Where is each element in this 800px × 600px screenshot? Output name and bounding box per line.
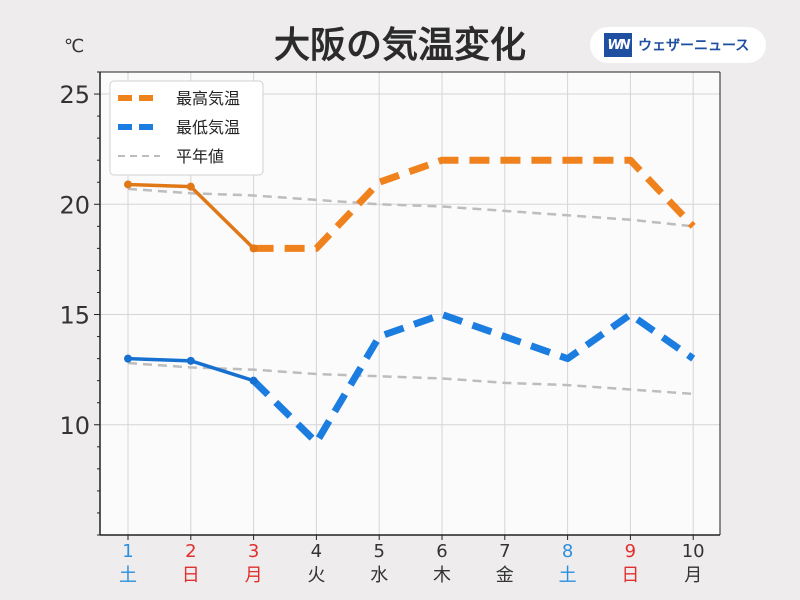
brand-badge: WN ウェザーニュース xyxy=(590,27,766,63)
legend-label: 最低気温 xyxy=(176,118,240,137)
legend-label: 最高気温 xyxy=(176,89,240,108)
normal-line-high xyxy=(127,187,694,228)
x-tick-label-weekday: 土 xyxy=(559,565,577,586)
x-tick-label-weekday: 日 xyxy=(182,565,200,586)
brand-name: ウェザーニュース xyxy=(638,38,750,54)
data-point-high xyxy=(186,182,195,191)
x-tick-label-weekday: 火 xyxy=(307,565,325,586)
series-forecast-line-low xyxy=(251,311,696,446)
x-tick-label-date: 6 xyxy=(436,541,447,562)
x-tick-label-date: 1 xyxy=(122,541,133,562)
x-tick-label-date: 5 xyxy=(373,541,384,562)
legend-label: 平年値 xyxy=(176,147,224,166)
y-tick-label: 10 xyxy=(59,412,90,440)
brand-logo-icon: WN xyxy=(604,33,632,57)
series-forecast-line-high xyxy=(253,156,696,252)
x-tick-label-weekday: 水 xyxy=(370,565,388,586)
data-point-low xyxy=(249,376,258,385)
x-tick-label-date: 8 xyxy=(562,541,573,562)
legend-box xyxy=(109,80,264,176)
y-axis-unit-label: ℃ xyxy=(64,36,85,57)
y-tick-label: 25 xyxy=(59,81,90,109)
x-tick-label-weekday: 土 xyxy=(119,565,137,586)
x-tick-label-date: 10 xyxy=(682,541,705,562)
x-tick-label-weekday: 月 xyxy=(245,565,263,586)
data-point-high xyxy=(124,180,132,189)
y-tick-label: 20 xyxy=(59,191,90,219)
normal-line-low xyxy=(127,361,694,396)
x-tick-label-date: 2 xyxy=(185,541,196,562)
data-point-low xyxy=(186,356,195,365)
x-tick-label-date: 9 xyxy=(625,541,636,562)
x-tick-label-weekday: 日 xyxy=(621,565,639,586)
x-tick-label-weekday: 木 xyxy=(433,565,451,586)
x-tick-label-weekday: 月 xyxy=(684,565,702,586)
x-tick-label-date: 3 xyxy=(248,541,259,562)
y-tick-label: 15 xyxy=(59,302,90,330)
data-point-low xyxy=(124,354,132,363)
x-tick-label-date: 7 xyxy=(499,541,510,562)
x-tick-label-date: 4 xyxy=(311,541,322,562)
data-point-high xyxy=(249,244,258,253)
chart-title: 大阪の気温変化 xyxy=(273,25,526,66)
x-tick-label-weekday: 金 xyxy=(496,565,514,586)
